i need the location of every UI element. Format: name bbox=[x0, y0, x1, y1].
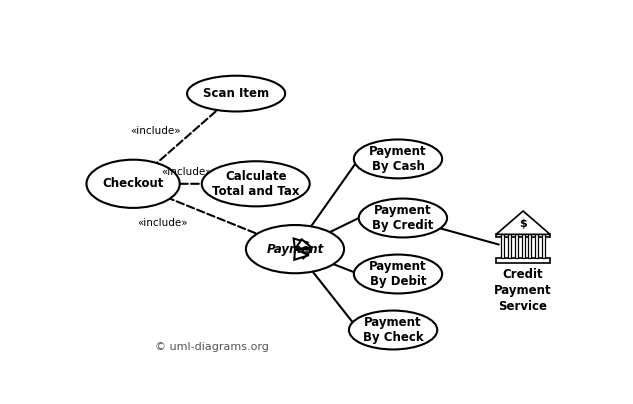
Bar bbox=[508, 234, 511, 258]
Text: Checkout: Checkout bbox=[103, 177, 164, 190]
Bar bbox=[529, 234, 532, 258]
Text: $: $ bbox=[519, 219, 527, 229]
Text: Payment
By Cash: Payment By Cash bbox=[369, 145, 427, 173]
Bar bbox=[501, 234, 505, 258]
Text: «include»: «include» bbox=[130, 126, 180, 136]
Bar bbox=[496, 234, 550, 237]
Text: Calculate
Total and Tax: Calculate Total and Tax bbox=[212, 170, 299, 198]
Ellipse shape bbox=[359, 199, 447, 238]
Text: Payment
By Debit: Payment By Debit bbox=[369, 260, 427, 288]
Bar bbox=[515, 234, 518, 258]
Text: «include»: «include» bbox=[137, 218, 188, 228]
Ellipse shape bbox=[349, 311, 437, 349]
Polygon shape bbox=[295, 239, 311, 249]
Bar bbox=[535, 234, 538, 258]
Text: Scan Item: Scan Item bbox=[203, 87, 269, 100]
Text: «include»: «include» bbox=[162, 167, 212, 177]
Polygon shape bbox=[294, 238, 308, 249]
Polygon shape bbox=[496, 211, 550, 234]
Text: Credit
Payment
Service: Credit Payment Service bbox=[494, 268, 552, 313]
Ellipse shape bbox=[246, 225, 344, 273]
Polygon shape bbox=[295, 249, 312, 259]
Text: Payment
By Credit: Payment By Credit bbox=[372, 204, 434, 232]
Text: © uml-diagrams.org: © uml-diagrams.org bbox=[154, 342, 268, 352]
Bar bbox=[542, 234, 545, 258]
Text: Payment
By Check: Payment By Check bbox=[363, 316, 423, 344]
Polygon shape bbox=[294, 249, 309, 260]
Ellipse shape bbox=[354, 255, 442, 293]
Bar bbox=[522, 234, 525, 258]
Ellipse shape bbox=[354, 139, 442, 178]
Ellipse shape bbox=[187, 76, 285, 112]
Ellipse shape bbox=[202, 161, 310, 206]
Ellipse shape bbox=[87, 160, 180, 208]
Bar bbox=[496, 258, 550, 263]
Text: Payment: Payment bbox=[266, 243, 323, 256]
